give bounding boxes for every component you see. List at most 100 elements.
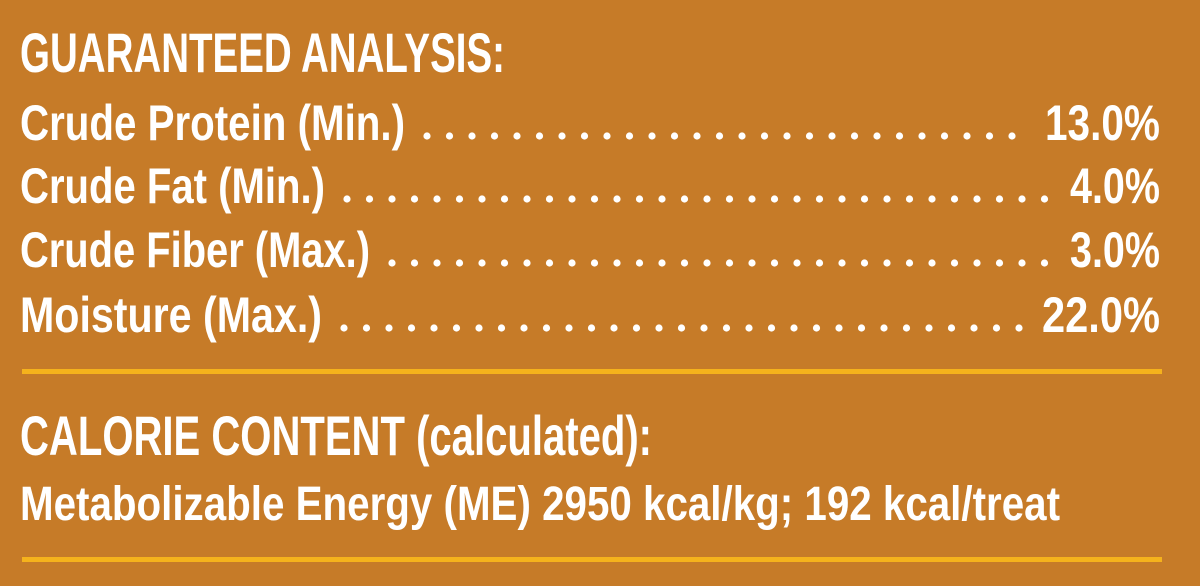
leader-dot xyxy=(767,324,776,332)
leader-dot xyxy=(963,132,971,140)
leader-dot xyxy=(725,195,734,203)
leader-dot xyxy=(815,195,824,203)
leader-dot xyxy=(838,195,846,203)
leader-dot xyxy=(703,195,711,203)
divider xyxy=(22,557,1162,562)
leader-dot xyxy=(632,324,641,332)
leader-dot xyxy=(648,132,656,140)
calorie-heading: CALORIE CONTENT (calculated): xyxy=(20,404,652,467)
leader-dot xyxy=(520,324,528,332)
leader-dot xyxy=(918,132,926,140)
leader-dot xyxy=(992,324,1001,332)
leader-dot xyxy=(812,324,821,332)
leader-dot xyxy=(783,132,791,140)
row-label: Crude Fiber (Max.) xyxy=(20,222,370,278)
leader-dot xyxy=(770,195,779,203)
leader-dot xyxy=(805,132,814,140)
leader-dot xyxy=(790,324,798,332)
leader-dot xyxy=(1040,259,1049,267)
leader-dot xyxy=(452,324,461,332)
row-label: Crude Protein (Min.) xyxy=(20,95,405,151)
leader-dot xyxy=(985,132,994,140)
leader-dot xyxy=(760,132,769,140)
leader-dot xyxy=(343,195,351,203)
leader-dot xyxy=(410,195,419,203)
leader-dot xyxy=(497,324,506,332)
leader-dot xyxy=(542,324,551,332)
leader-dot xyxy=(680,195,689,203)
leader-dot xyxy=(880,324,888,332)
leader-dot xyxy=(748,195,756,203)
leader-dot xyxy=(1015,324,1023,332)
leader-dot xyxy=(722,324,731,332)
leader-dot xyxy=(1018,195,1026,203)
leader-dot xyxy=(478,195,486,203)
leader-dot xyxy=(388,259,396,267)
leader-dot xyxy=(478,259,486,267)
leader-dot xyxy=(838,259,846,267)
leader-dot xyxy=(895,132,904,140)
leader-dot xyxy=(928,259,936,267)
leader-dot xyxy=(613,259,621,267)
leader-dot xyxy=(590,195,599,203)
leader-dot xyxy=(590,259,599,267)
leader-dot xyxy=(635,195,644,203)
leader-dot xyxy=(947,324,956,332)
leader-dot xyxy=(928,195,936,203)
leader-dot xyxy=(565,324,573,332)
leader-dot xyxy=(770,259,779,267)
leader-dot xyxy=(680,259,689,267)
row-value: 13.0% xyxy=(1045,95,1160,151)
leader-dot xyxy=(860,259,869,267)
leader-dot xyxy=(423,132,431,140)
row-label: Moisture (Max.) xyxy=(20,287,322,343)
leader-dot xyxy=(568,195,576,203)
leader-dot xyxy=(490,132,499,140)
leader-dot xyxy=(603,132,611,140)
leader-dot xyxy=(950,259,959,267)
leader-dot xyxy=(1040,195,1049,203)
leader-dot xyxy=(545,195,554,203)
leader-dot xyxy=(635,259,644,267)
divider xyxy=(22,369,1162,374)
leader-dot xyxy=(905,259,914,267)
leader-dot xyxy=(995,195,1004,203)
leader-dot xyxy=(1008,132,1016,140)
leader-dot xyxy=(973,195,981,203)
leader-dot xyxy=(433,195,441,203)
leader-dot xyxy=(793,259,801,267)
leader-dot xyxy=(815,259,824,267)
leader-dot xyxy=(385,324,393,332)
leader-dot xyxy=(410,259,419,267)
leader-dot xyxy=(430,324,438,332)
leader-dot xyxy=(850,132,859,140)
leader-dot xyxy=(445,132,454,140)
leader-dot xyxy=(568,259,576,267)
leader-dot xyxy=(475,324,483,332)
row-label: Crude Fat (Min.) xyxy=(20,158,325,214)
leader-dot xyxy=(610,324,618,332)
leader-dot xyxy=(700,324,708,332)
leader-dot xyxy=(388,195,396,203)
leader-dot xyxy=(1018,259,1026,267)
dot-leaders xyxy=(340,132,1049,332)
leader-dot xyxy=(523,259,531,267)
calorie-text: Metabolizable Energy (ME) 2950 kcal/kg; … xyxy=(20,478,1060,531)
leader-dot xyxy=(738,132,746,140)
leader-dot xyxy=(703,259,711,267)
leader-dot xyxy=(995,259,1004,267)
leader-dot xyxy=(658,259,666,267)
leader-dot xyxy=(857,324,866,332)
leader-dot xyxy=(950,195,959,203)
leader-dot xyxy=(670,132,679,140)
leader-dot xyxy=(455,259,464,267)
leader-dot xyxy=(883,195,891,203)
leader-dot xyxy=(500,195,509,203)
leader-dot xyxy=(925,324,933,332)
leader-dot xyxy=(860,195,869,203)
leader-dot xyxy=(580,132,589,140)
leader-dot xyxy=(873,132,881,140)
row-value: 22.0% xyxy=(1042,287,1160,343)
leader-dot xyxy=(835,324,843,332)
